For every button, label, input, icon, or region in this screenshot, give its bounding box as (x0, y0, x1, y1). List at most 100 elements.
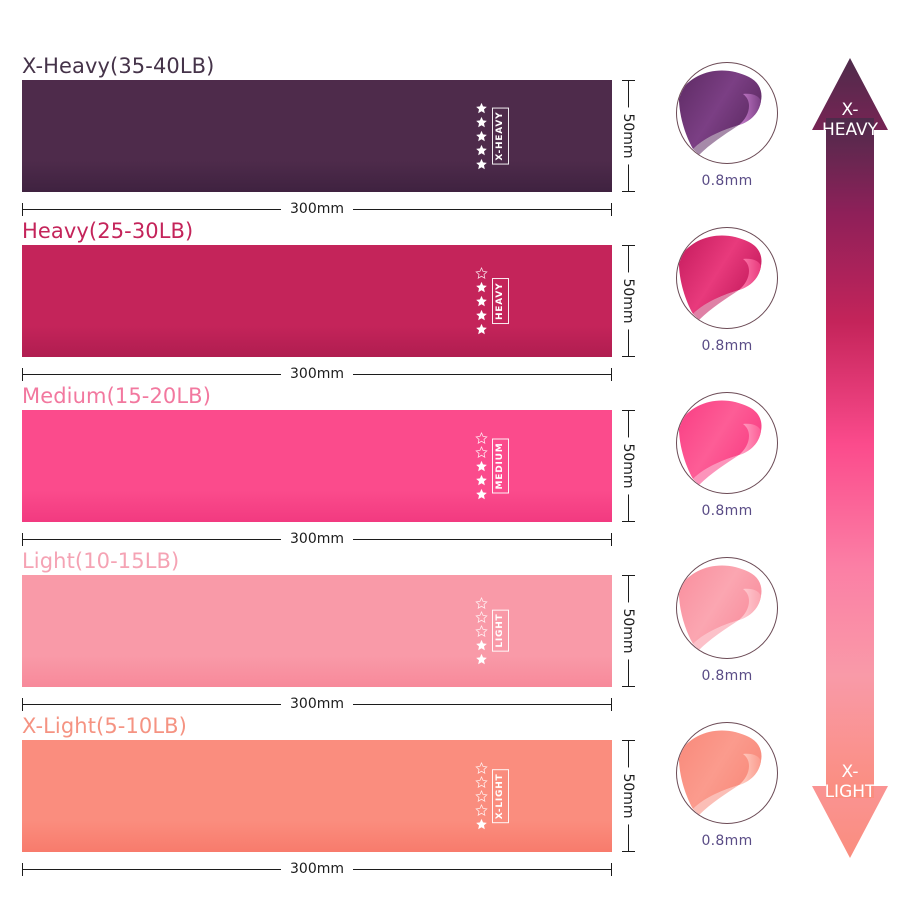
height-dimension-label: 50mm (620, 767, 636, 825)
width-cap-right (611, 368, 612, 381)
height-cap-top (622, 575, 635, 576)
band-label-light: Light(10-15LB) (22, 549, 180, 573)
thickness-inset-heavy: 0.8mm (662, 227, 792, 354)
arrow-bottom-line1: X- (841, 762, 859, 782)
star-icon-1 (475, 266, 488, 279)
band-curl-illustration (678, 565, 762, 650)
band-marks-x-light: X-LIGHT (475, 761, 509, 831)
thickness-inset-light: 0.8mm (662, 557, 792, 684)
star-icon-4 (476, 639, 487, 651)
thickness-label-heavy: 0.8mm (701, 338, 753, 354)
star-icon-1 (475, 431, 488, 444)
band-badge-x-heavy: X-HEAVY (492, 107, 509, 165)
band-row-x-light: X-Light(5-10LB) X-LIGHT 300mm 50mm (0, 714, 660, 879)
band-swatch-medium: MEDIUM (22, 410, 612, 522)
arrow-top-label: X- HEAVY (812, 100, 888, 140)
width-dimension-label: 300mm (281, 696, 353, 712)
width-cap-right (611, 863, 612, 876)
height-dimension-light: 50mm (620, 575, 648, 687)
star-rating-medium (475, 431, 488, 501)
star-icon-5 (476, 323, 487, 335)
band-badge-heavy: HEAVY (492, 278, 509, 324)
star-rating-heavy (475, 266, 488, 336)
star-icon-5 (476, 818, 487, 830)
band-row-heavy: Heavy(25-30LB) HEAVY 300mm 50mm (0, 219, 660, 384)
height-cap-top (622, 740, 635, 741)
star-icon-3 (476, 130, 487, 142)
width-cap-left (22, 698, 23, 711)
star-icon-2 (476, 116, 487, 128)
height-dimension-medium: 50mm (620, 410, 648, 522)
band-label-x-light: X-Light(5-10LB) (22, 714, 187, 738)
star-icon-2 (475, 775, 488, 788)
band-badge-light: LIGHT (492, 609, 509, 653)
star-icon-3 (476, 460, 487, 472)
star-icon-5 (476, 653, 487, 665)
band-badge-x-light: X-LIGHT (492, 769, 509, 823)
star-icon-2 (476, 281, 487, 293)
width-dimension-x-light: 300mm (22, 861, 612, 877)
width-cap-left (22, 863, 23, 876)
thickness-inset-medium: 0.8mm (662, 392, 792, 519)
height-cap-bottom (622, 191, 635, 192)
height-cap-top (622, 80, 635, 81)
star-icon-1 (475, 761, 488, 774)
band-row-medium: Medium(15-20LB) MEDIUM 300mm 50mm (0, 384, 660, 549)
band-label-x-heavy: X-Heavy(35-40LB) (22, 54, 215, 78)
arrow-top-line2: HEAVY (821, 120, 879, 140)
star-icon-3 (476, 295, 487, 307)
width-dimension-label: 300mm (281, 531, 353, 547)
band-marks-medium: MEDIUM (475, 431, 509, 501)
thickness-label-medium: 0.8mm (701, 503, 753, 519)
star-icon-2 (475, 610, 488, 623)
band-label-medium: Medium(15-20LB) (22, 384, 211, 408)
width-cap-left (22, 368, 23, 381)
width-dimension-x-heavy: 300mm (22, 201, 612, 217)
band-curl-illustration (678, 400, 762, 485)
width-dimension-label: 300mm (281, 366, 353, 382)
band-marks-x-heavy: X-HEAVY (475, 102, 509, 171)
width-dimension-label: 300mm (281, 861, 353, 877)
band-marks-light: LIGHT (475, 596, 509, 666)
width-cap-right (611, 533, 612, 546)
height-cap-bottom (622, 851, 635, 852)
band-swatch-light: LIGHT (22, 575, 612, 687)
width-cap-left (22, 203, 23, 216)
star-icon-4 (476, 309, 487, 321)
star-rating-x-heavy (475, 102, 488, 171)
height-dimension-x-light: 50mm (620, 740, 648, 852)
width-cap-right (611, 203, 612, 216)
width-cap-right (611, 698, 612, 711)
band-curl-illustration (678, 70, 762, 155)
arrow-top-line1: X- (841, 100, 859, 120)
band-label-heavy: Heavy(25-30LB) (22, 219, 194, 243)
height-cap-top (622, 245, 635, 246)
height-dimension-label: 50mm (620, 272, 636, 330)
height-cap-bottom (622, 686, 635, 687)
band-swatch-heavy: HEAVY (22, 245, 612, 357)
star-icon-3 (475, 624, 488, 637)
band-marks-heavy: HEAVY (475, 266, 509, 336)
arrow-bottom-line2: LIGHT (824, 782, 876, 802)
height-dimension-label: 50mm (620, 602, 636, 660)
thickness-circle-x-light (676, 722, 778, 824)
band-swatch-x-heavy: X-HEAVY (22, 80, 612, 192)
strength-gradient-arrow: X- HEAVY X- LIGHT (812, 58, 888, 858)
band-row-x-heavy: X-Heavy(35-40LB) X-HEAVY 300mm 50mm (0, 54, 660, 219)
star-icon-4 (476, 474, 487, 486)
star-rating-x-light (475, 761, 488, 831)
width-cap-left (22, 533, 23, 546)
band-row-light: Light(10-15LB) LIGHT 300mm 50mm (0, 549, 660, 714)
height-dimension-label: 50mm (620, 437, 636, 495)
height-dimension-x-heavy: 50mm (620, 80, 648, 192)
height-dimension-label: 50mm (620, 107, 636, 165)
star-icon-1 (476, 102, 487, 114)
width-dimension-heavy: 300mm (22, 366, 612, 382)
height-cap-bottom (622, 521, 635, 522)
height-dimension-heavy: 50mm (620, 245, 648, 357)
thickness-label-light: 0.8mm (701, 668, 753, 684)
band-badge-medium: MEDIUM (492, 438, 509, 494)
arrow-shape (812, 58, 888, 858)
thickness-label-x-heavy: 0.8mm (701, 173, 753, 189)
